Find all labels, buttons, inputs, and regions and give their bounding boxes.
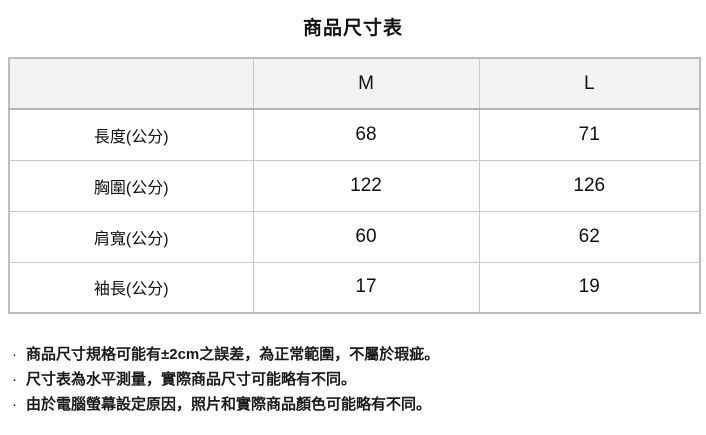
note-line-tolerance: · 商品尺寸規格可能有±2cm之誤差，為正常範圍，不屬於瑕疵。: [12, 342, 706, 367]
cell-value-l: 19: [478, 261, 701, 314]
bullet-dot: ·: [12, 346, 17, 363]
table-row-sleeve: 袖長(公分) 17 19: [8, 261, 701, 314]
notes-section: · 商品尺寸規格可能有±2cm之誤差，為正常範圍，不屬於瑕疵。 · 尺寸表為水平測量…: [12, 342, 706, 417]
size-table: M L 長度(公分) 68 71 胸圍(公分) 122 126 肩寬(公分) 6…: [8, 57, 701, 314]
table-row-length: 長度(公分) 68 71: [8, 108, 701, 161]
page-title: 商品尺寸表: [302, 18, 403, 39]
table-header-row: M L: [8, 57, 701, 110]
bullet-dot: ·: [12, 396, 17, 413]
cell-value-m: 17: [252, 261, 480, 314]
row-label: 袖長(公分): [8, 261, 254, 314]
cell-value-l: 62: [478, 210, 701, 263]
cell-value-l: 71: [478, 108, 701, 161]
header-cell-size-m: M: [252, 57, 480, 110]
cell-value-m: 60: [252, 210, 480, 263]
cell-value-l: 126: [478, 159, 701, 212]
row-label: 長度(公分): [8, 108, 254, 161]
note-line-color: · 由於電腦螢幕設定原因，照片和實際商品顏色可能略有不同。: [12, 392, 706, 417]
header-cell-label: [8, 57, 254, 110]
table-row-chest: 胸圍(公分) 122 126: [8, 159, 701, 212]
bullet-dot: ·: [12, 371, 17, 388]
header-cell-size-l: L: [478, 57, 701, 110]
table-row-shoulder: 肩寬(公分) 60 62: [8, 210, 701, 263]
note-text: 由於電腦螢幕設定原因，照片和實際商品顏色可能略有不同。: [26, 396, 432, 413]
row-label: 胸圍(公分): [8, 159, 254, 212]
note-line-measurement: · 尺寸表為水平測量，實際商品尺寸可能略有不同。: [12, 367, 706, 392]
cell-value-m: 122: [252, 159, 480, 212]
note-text: 商品尺寸規格可能有±2cm之誤差，為正常範圍，不屬於瑕疵。: [26, 346, 440, 363]
row-label: 肩寬(公分): [8, 210, 254, 263]
cell-value-m: 68: [252, 108, 480, 161]
note-text: 尺寸表為水平測量，實際商品尺寸可能略有不同。: [26, 371, 357, 388]
